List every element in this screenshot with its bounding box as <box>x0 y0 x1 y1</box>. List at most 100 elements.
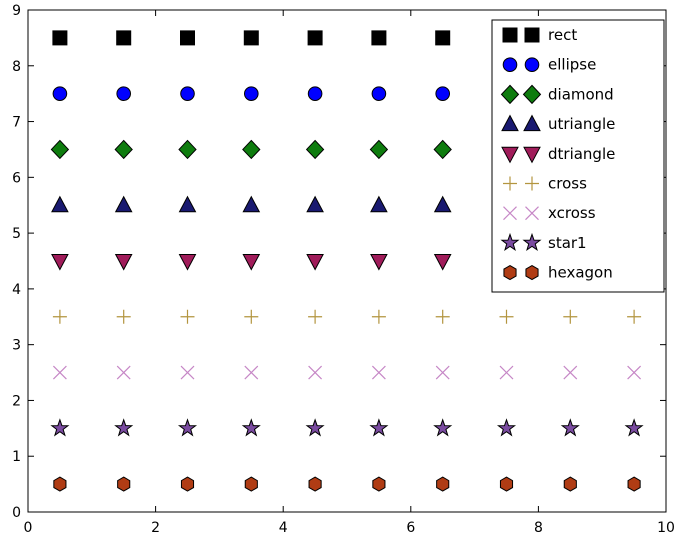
axes-frame <box>27 9 667 513</box>
hexagon-marker <box>525 265 539 281</box>
cross-marker <box>563 309 578 324</box>
dtriangle-marker <box>433 254 452 271</box>
x-tick-label: 0 <box>24 520 33 536</box>
cross-marker <box>371 309 386 324</box>
utriangle-marker <box>370 195 388 213</box>
x-tick-label: 8 <box>534 520 543 536</box>
star1-marker <box>241 418 261 437</box>
rect-marker <box>502 27 518 43</box>
hexagon-marker <box>503 265 517 281</box>
legend-entry-hexagon: hexagon <box>503 264 613 282</box>
diamond-marker <box>305 139 325 160</box>
hexagon-marker <box>436 476 450 492</box>
rect-marker <box>524 27 540 43</box>
ellipse-marker <box>371 86 387 101</box>
utriangle-marker <box>242 195 261 213</box>
xcross-marker <box>180 365 195 380</box>
ellipse-marker <box>502 57 518 72</box>
y-tick-label: 2 <box>12 393 21 409</box>
legend-label: cross <box>548 175 587 193</box>
y-tick-label: 6 <box>12 170 21 186</box>
diamond-marker <box>433 139 452 160</box>
utriangle-marker <box>51 195 69 213</box>
hexagon-marker <box>627 476 641 492</box>
cross-marker <box>180 309 195 324</box>
xcross-marker <box>435 365 450 380</box>
legend-label: diamond <box>548 85 614 103</box>
xcross-marker <box>563 365 578 380</box>
y-tick-label: 5 <box>12 226 21 242</box>
xcross-marker <box>52 365 67 380</box>
star1-marker <box>624 418 644 437</box>
diamond-marker <box>369 139 389 160</box>
series-dtriangle <box>51 254 643 271</box>
rect-marker <box>435 30 451 46</box>
legend-label: hexagon <box>548 264 613 282</box>
legend-label: ellipse <box>548 56 596 74</box>
series-cross <box>52 309 642 324</box>
utriangle-marker <box>523 114 541 132</box>
diamond-marker <box>114 139 133 160</box>
cross-marker <box>244 309 259 324</box>
utriangle-marker <box>114 195 133 213</box>
cross-marker <box>435 309 450 324</box>
legend-label: dtriangle <box>548 145 615 163</box>
xcross-marker <box>503 206 517 221</box>
xcross-marker <box>244 365 259 380</box>
diamond-marker <box>50 139 70 160</box>
x-tick-label: 10 <box>657 520 675 536</box>
x-tick-label: 4 <box>279 520 288 536</box>
hexagon-marker <box>180 476 195 492</box>
star1-marker <box>50 418 70 437</box>
star1-marker <box>114 418 134 437</box>
y-tick-label: 4 <box>12 282 21 298</box>
star1-marker <box>522 232 542 252</box>
xcross-marker <box>308 365 323 380</box>
star1-marker <box>500 232 520 252</box>
dtriangle-marker <box>370 254 388 271</box>
axes-layer: 0 2 4 6 8 10 0 1 2 3 4 5 6 7 8 9 <box>12 3 675 536</box>
rect-marker <box>52 30 68 46</box>
xcross-marker <box>525 206 539 221</box>
ellipse-marker <box>116 86 131 101</box>
diamond-marker <box>242 139 261 160</box>
utriangle-marker <box>178 195 197 213</box>
ellipse-marker <box>307 86 323 101</box>
y-tick-label: 7 <box>12 115 21 131</box>
legend-entry-cross: cross <box>503 175 587 193</box>
series-hexagon <box>53 476 641 492</box>
star1-marker <box>305 418 325 437</box>
x-tick-label: 6 <box>406 520 415 536</box>
cross-marker <box>116 309 131 324</box>
legend-label: xcross <box>548 204 596 222</box>
legend-entry-dtriangle: dtriangle <box>501 145 615 164</box>
ellipse-marker <box>244 86 259 101</box>
legend-entry-xcross: xcross <box>503 204 596 222</box>
legend-label: rect <box>548 26 577 44</box>
utriangle-marker <box>433 195 452 213</box>
star1-marker <box>496 418 517 437</box>
dtriangle-marker <box>306 254 324 271</box>
diamond-marker <box>178 139 197 160</box>
legend-entry-rect: rect <box>502 26 577 44</box>
hexagon-marker <box>244 476 258 492</box>
y-tick-label: 9 <box>12 3 21 19</box>
series-star1 <box>50 418 644 437</box>
dtriangle-marker <box>523 146 541 164</box>
legend-entry-star1: star1 <box>500 232 587 252</box>
cross-marker <box>627 309 642 324</box>
dtriangle-marker <box>178 254 197 271</box>
utriangle-marker <box>501 114 519 132</box>
cross-marker <box>499 309 514 324</box>
star1-marker <box>560 418 580 437</box>
ellipse-marker <box>180 86 195 101</box>
rect-marker <box>371 30 387 46</box>
y-tick-label: 0 <box>12 505 21 521</box>
rect-marker <box>243 30 259 46</box>
cross-marker <box>52 309 67 324</box>
legend-entry-diamond: diamond <box>500 84 614 105</box>
ellipse-marker <box>435 86 451 101</box>
legend-box <box>491 19 665 293</box>
